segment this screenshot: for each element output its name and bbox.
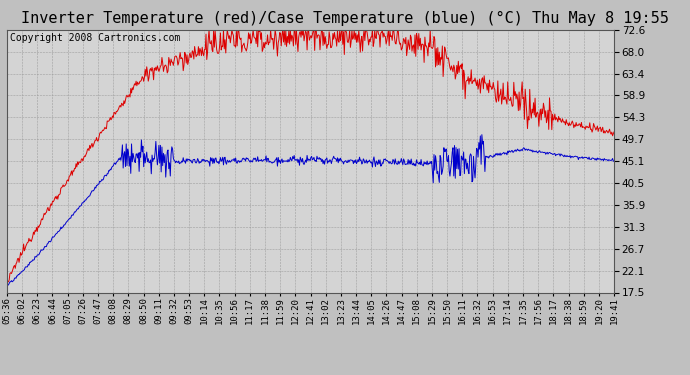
Text: Inverter Temperature (red)/Case Temperature (blue) (°C) Thu May 8 19:55: Inverter Temperature (red)/Case Temperat… bbox=[21, 11, 669, 26]
Text: Copyright 2008 Cartronics.com: Copyright 2008 Cartronics.com bbox=[10, 33, 180, 43]
